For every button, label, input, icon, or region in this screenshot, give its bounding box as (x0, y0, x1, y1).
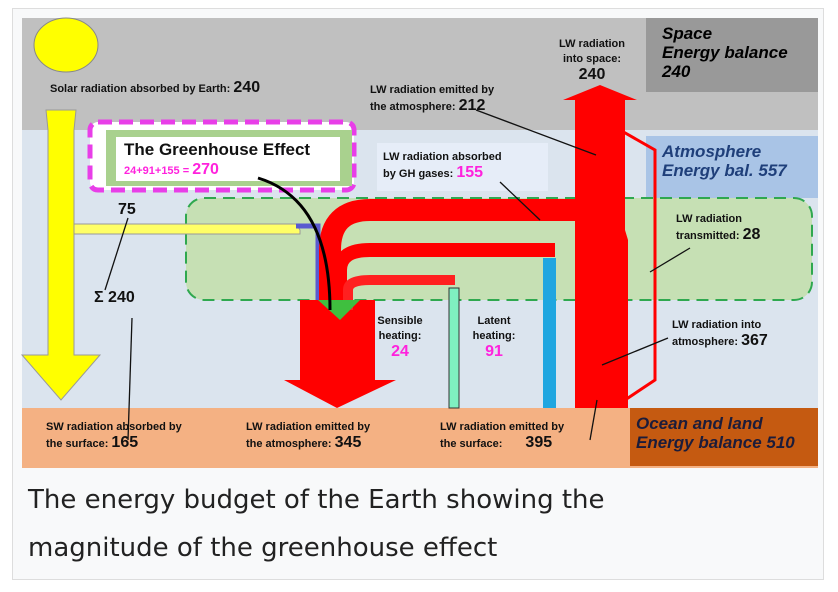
value: 240 (233, 79, 260, 96)
value: 395 (525, 434, 552, 451)
text: The Greenhouse Effect (124, 140, 310, 160)
solar-absorbed-bar (74, 224, 300, 234)
text: 24+91+155 = (124, 165, 189, 177)
label-lw-atm-space: LW radiation emitted by the atmosphere: … (370, 83, 494, 115)
label-solar: Solar radiation absorbed by Earth: 240 (50, 80, 260, 97)
surface-title: Ocean and land Energy balance 510 (636, 414, 795, 452)
text: by GH gases: (383, 168, 453, 180)
value: 240 (542, 67, 642, 82)
text: LW radiation into (672, 318, 768, 333)
label-into-atm: LW radiation into atmosphere: 367 (672, 318, 768, 350)
label-transmitted: LW radiation transmitted: 28 (676, 212, 760, 244)
text: Atmosphere (662, 142, 787, 161)
text: LW radiation (542, 37, 642, 52)
text: Energy balance (662, 43, 788, 62)
sun (34, 18, 98, 72)
value: 75 (118, 201, 136, 218)
value: 240 (662, 62, 788, 81)
label-sum: Σ 240 (94, 290, 135, 307)
page: Space Energy balance 240 Atmosphere Ener… (0, 0, 838, 592)
text: heating: (462, 329, 526, 344)
text: transmitted: (676, 230, 740, 242)
text: the atmosphere: (370, 101, 456, 113)
greenhouse-title: The Greenhouse Effect (124, 140, 310, 160)
value: 270 (192, 161, 219, 178)
text: LW radiation absorbed (383, 150, 502, 165)
label-sensible: Sensible heating: 24 (368, 314, 432, 359)
sensible-bar (449, 288, 459, 408)
value: 212 (459, 97, 486, 114)
value: Σ 240 (94, 289, 135, 306)
text: Energy balance 510 (636, 433, 795, 452)
label-lw-space: LW radiation into space: 240 (542, 37, 642, 82)
text: the atmosphere: (246, 438, 332, 450)
text: Latent (462, 314, 526, 329)
space-title: Space Energy balance 240 (662, 24, 788, 81)
value: 155 (456, 164, 483, 181)
text: LW radiation emitted by (246, 420, 370, 435)
greenhouse-formula: 24+91+155 = 270 (124, 162, 219, 179)
text: into space: (542, 52, 642, 67)
text: atmosphere: (672, 336, 738, 348)
caption: The energy budget of the Earth showing t… (28, 476, 728, 572)
value: 367 (741, 332, 768, 349)
text: Sensible (368, 314, 432, 329)
text: LW radiation emitted by (370, 83, 494, 98)
text: LW radiation emitted by (440, 420, 564, 435)
text: SW radiation absorbed by (46, 420, 182, 435)
text: Solar radiation absorbed by Earth: (50, 83, 230, 95)
value: 28 (743, 226, 761, 243)
label-absorbed-atm: 75 (118, 202, 136, 219)
label-sw-surface: SW radiation absorbed by the surface: 16… (46, 420, 182, 452)
text: Space (662, 24, 788, 43)
label-gh-absorbed: LW radiation absorbed by GH gases: 155 (383, 150, 502, 182)
text: Energy bal. 557 (662, 161, 787, 180)
label-latent: Latent heating: 91 (462, 314, 526, 359)
text: the surface: (46, 438, 108, 450)
value: 24 (368, 344, 432, 359)
text: Ocean and land (636, 414, 795, 433)
atmosphere-title: Atmosphere Energy bal. 557 (662, 142, 787, 180)
value: 91 (462, 344, 526, 359)
value: 345 (335, 434, 362, 451)
value: 165 (111, 434, 138, 451)
label-lw-surface: LW radiation emitted by the surface: 395 (440, 420, 564, 452)
latent-bar (543, 258, 556, 408)
label-lw-atm-surface: LW radiation emitted by the atmosphere: … (246, 420, 370, 452)
text: LW radiation (676, 212, 760, 227)
text: the surface: (440, 438, 502, 450)
text: heating: (368, 329, 432, 344)
